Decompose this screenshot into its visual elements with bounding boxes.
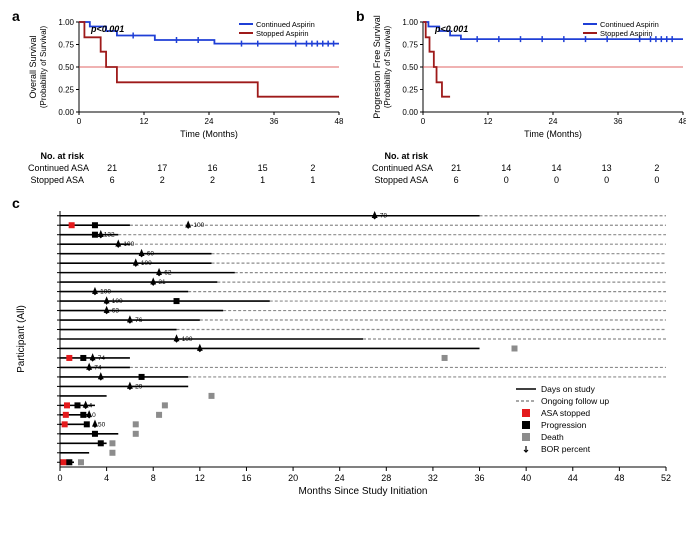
svg-text:0: 0: [57, 473, 62, 483]
svg-text:40: 40: [521, 473, 531, 483]
svg-text:50: 50: [98, 421, 106, 428]
svg-text:24: 24: [335, 473, 345, 483]
svg-text:-76: -76: [133, 317, 143, 324]
km-chart-b: 0.00 0.25 0.50 0.75 1.00 0 12 24 36 48 Time (Month…: [368, 10, 686, 140]
svg-text:Continued Aspirin: Continued Aspirin: [256, 20, 315, 29]
svg-text:0.25: 0.25: [402, 86, 418, 95]
svg-text:48: 48: [614, 473, 624, 483]
svg-text:20: 20: [288, 473, 298, 483]
svg-text:-100: -100: [180, 336, 193, 343]
svg-text:24: 24: [549, 117, 558, 126]
svg-text:Overall Survival: Overall Survival: [28, 35, 38, 98]
svg-text:-29: -29: [133, 383, 143, 390]
svg-text:-74: -74: [96, 355, 106, 362]
svg-text:-100: -100: [139, 260, 152, 267]
svg-text:BOR percent: BOR percent: [541, 444, 591, 454]
svg-text:1.00: 1.00: [58, 18, 74, 27]
svg-text:-100: -100: [110, 298, 123, 305]
svg-text:1.00: 1.00: [402, 18, 418, 27]
panel-a: a 0.00 0.25 0.50 0.75 1.00 0 12 24 36 48 Time (Mon…: [10, 10, 344, 187]
svg-text:36: 36: [270, 117, 279, 126]
svg-text:p<0.001: p<0.001: [90, 24, 124, 34]
svg-text:12: 12: [195, 473, 205, 483]
svg-text:132: 132: [104, 232, 115, 239]
risk-table-b: No. at riskContinued ASA211414132Stopped…: [368, 149, 686, 187]
svg-text:p<0.001: p<0.001: [434, 24, 468, 34]
svg-text:-31: -31: [156, 279, 166, 286]
swimmer-chart: 0481216202428323640444852-78-100132-100-…: [10, 197, 676, 497]
panel-b-label: b: [356, 8, 365, 24]
svg-text:4: 4: [89, 402, 93, 409]
svg-text:12: 12: [484, 117, 493, 126]
svg-text:Progression Free Survival: Progression Free Survival: [372, 15, 382, 119]
svg-text:0: 0: [77, 117, 82, 126]
svg-text:0: 0: [421, 117, 426, 126]
svg-text:0.50: 0.50: [58, 63, 74, 72]
svg-text:Death: Death: [541, 432, 564, 442]
svg-text:Time (Months): Time (Months): [180, 129, 238, 139]
svg-text:28: 28: [381, 473, 391, 483]
svg-text:36: 36: [475, 473, 485, 483]
svg-text:-100: -100: [191, 222, 204, 229]
svg-text:0.75: 0.75: [58, 41, 74, 50]
svg-text:-74: -74: [92, 364, 102, 371]
svg-text:Participant (All): Participant (All): [16, 305, 27, 373]
panel-c: c 0481216202428323640444852-78-100132-10…: [10, 197, 676, 502]
svg-text:48: 48: [679, 117, 686, 126]
svg-text:(Probability of Survival): (Probability of Survival): [383, 26, 392, 109]
panel-b: b 0.00 0.25 0.50 0.75 1.00 0 12 24 36 48 Time (Mon…: [354, 10, 686, 187]
svg-text:Days on study: Days on study: [541, 384, 596, 394]
svg-text:44: 44: [568, 473, 578, 483]
svg-text:32: 32: [428, 473, 438, 483]
svg-text:24: 24: [205, 117, 214, 126]
svg-text:Stopped Aspirin: Stopped Aspirin: [600, 29, 653, 38]
svg-text:Continued Aspirin: Continued Aspirin: [600, 20, 659, 29]
svg-text:4: 4: [104, 473, 109, 483]
svg-text:52: 52: [661, 473, 671, 483]
svg-text:-78: -78: [378, 213, 388, 220]
panel-a-label: a: [12, 8, 20, 24]
svg-text:12: 12: [140, 117, 149, 126]
svg-text:0.00: 0.00: [402, 108, 418, 117]
svg-text:Progression: Progression: [541, 420, 587, 430]
svg-text:Months Since Study Initiation: Months Since Study Initiation: [299, 486, 428, 497]
svg-text:Ongoing follow up: Ongoing follow up: [541, 396, 609, 406]
svg-text:16: 16: [241, 473, 251, 483]
svg-text:0.50: 0.50: [402, 63, 418, 72]
svg-text:0.75: 0.75: [402, 41, 418, 50]
svg-text:-60: -60: [145, 251, 155, 258]
svg-text:0.25: 0.25: [58, 86, 74, 95]
svg-text:-62: -62: [162, 270, 172, 277]
svg-text:48: 48: [335, 117, 344, 126]
panel-c-label: c: [12, 195, 20, 211]
svg-text:36: 36: [614, 117, 623, 126]
svg-text:Stopped Aspirin: Stopped Aspirin: [256, 29, 309, 38]
risk-table-a: No. at riskContinued ASA211716152Stopped…: [24, 149, 344, 187]
svg-text:ASA stopped: ASA stopped: [541, 408, 590, 418]
svg-text:0.00: 0.00: [58, 108, 74, 117]
svg-text:-100: -100: [98, 289, 111, 296]
svg-text:Time (Months): Time (Months): [524, 129, 582, 139]
svg-text:-100: -100: [121, 241, 134, 248]
svg-text:0: 0: [92, 412, 96, 419]
svg-text:8: 8: [151, 473, 156, 483]
svg-text:(Probability of Survival): (Probability of Survival): [39, 26, 48, 109]
km-chart-a: 0.00 0.25 0.50 0.75 1.00 0 12 24 36 48 Time (Month…: [24, 10, 344, 140]
svg-text:-63: -63: [110, 308, 120, 315]
